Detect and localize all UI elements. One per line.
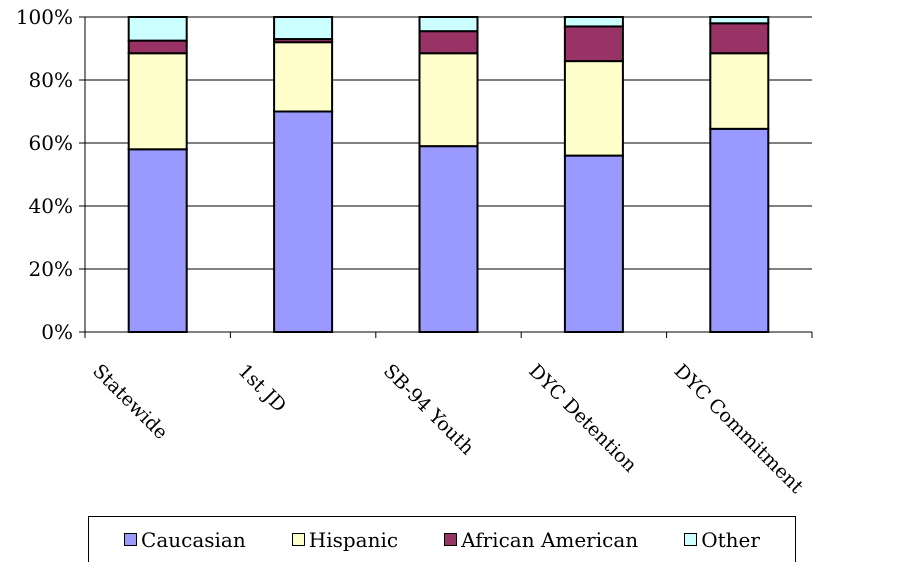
- bar-segment-other: [127, 16, 188, 42]
- bar-segment-hispanic: [127, 52, 188, 151]
- x-category-label: Statewide: [88, 360, 172, 444]
- y-tick-label: 60%: [29, 131, 73, 155]
- bar-segment-hispanic: [563, 60, 624, 157]
- y-tick-label: 20%: [29, 257, 73, 281]
- bar-segment-caucasian: [709, 127, 770, 333]
- legend-swatch-other: [684, 533, 698, 546]
- legend: Caucasian Hispanic African American Othe…: [88, 516, 796, 562]
- bar-segment-other: [563, 16, 624, 28]
- y-tick-labels: 0% 20% 40% 60% 80% 100%: [16, 5, 73, 344]
- bar-segment-caucasian: [127, 148, 188, 333]
- legend-swatch-african-american: [444, 533, 458, 546]
- bar-segment-other: [418, 16, 479, 33]
- bar-segment-other: [709, 16, 770, 25]
- legend-item-other: Other: [684, 528, 760, 552]
- stacked-bar-chart: 0% 20% 40% 60% 80% 100% Statewide 1st JD SB-94 …: [16, 5, 813, 498]
- x-category-label: DYC Detention: [524, 360, 641, 477]
- x-category-label: DYC Commitment: [670, 360, 808, 498]
- legend-label-african-american: African American: [461, 527, 639, 552]
- bar-segment-african-american: [563, 25, 624, 63]
- bar-segment-african-american: [127, 39, 188, 55]
- bar-segment-african-american: [709, 22, 770, 55]
- bar-segment-caucasian: [563, 154, 624, 333]
- y-tick-label: 100%: [16, 5, 73, 29]
- legend-swatch-caucasian: [124, 533, 138, 546]
- x-category-label: SB-94 Youth: [379, 360, 478, 459]
- y-tick-label: 40%: [29, 194, 73, 218]
- y-tick-label: 0%: [41, 320, 73, 344]
- bar-segment-hispanic: [273, 41, 334, 113]
- legend-label-other: Other: [701, 527, 760, 552]
- legend-swatch-hispanic: [291, 533, 305, 546]
- legend-item-caucasian: Caucasian: [124, 528, 246, 552]
- bars: [127, 16, 770, 333]
- bar-segment-caucasian: [418, 145, 479, 333]
- bar-segment-other: [273, 16, 334, 41]
- axes: [79, 16, 813, 338]
- legend-label-hispanic: Hispanic: [308, 527, 399, 552]
- legend-item-hispanic: Hispanic: [291, 527, 399, 552]
- x-category-labels: Statewide 1st JD SB-94 Youth DYC Detention D…: [88, 360, 808, 498]
- bar-segment-caucasian: [273, 110, 334, 333]
- bar-segment-hispanic: [418, 52, 479, 148]
- bar-segment-hispanic: [709, 52, 770, 130]
- y-tick-label: 80%: [29, 68, 73, 92]
- x-category-label: 1st JD: [234, 360, 291, 417]
- legend-label-caucasian: Caucasian: [141, 527, 246, 552]
- legend-item-african-american: African American: [444, 528, 638, 552]
- bar-segment-african-american: [418, 30, 479, 55]
